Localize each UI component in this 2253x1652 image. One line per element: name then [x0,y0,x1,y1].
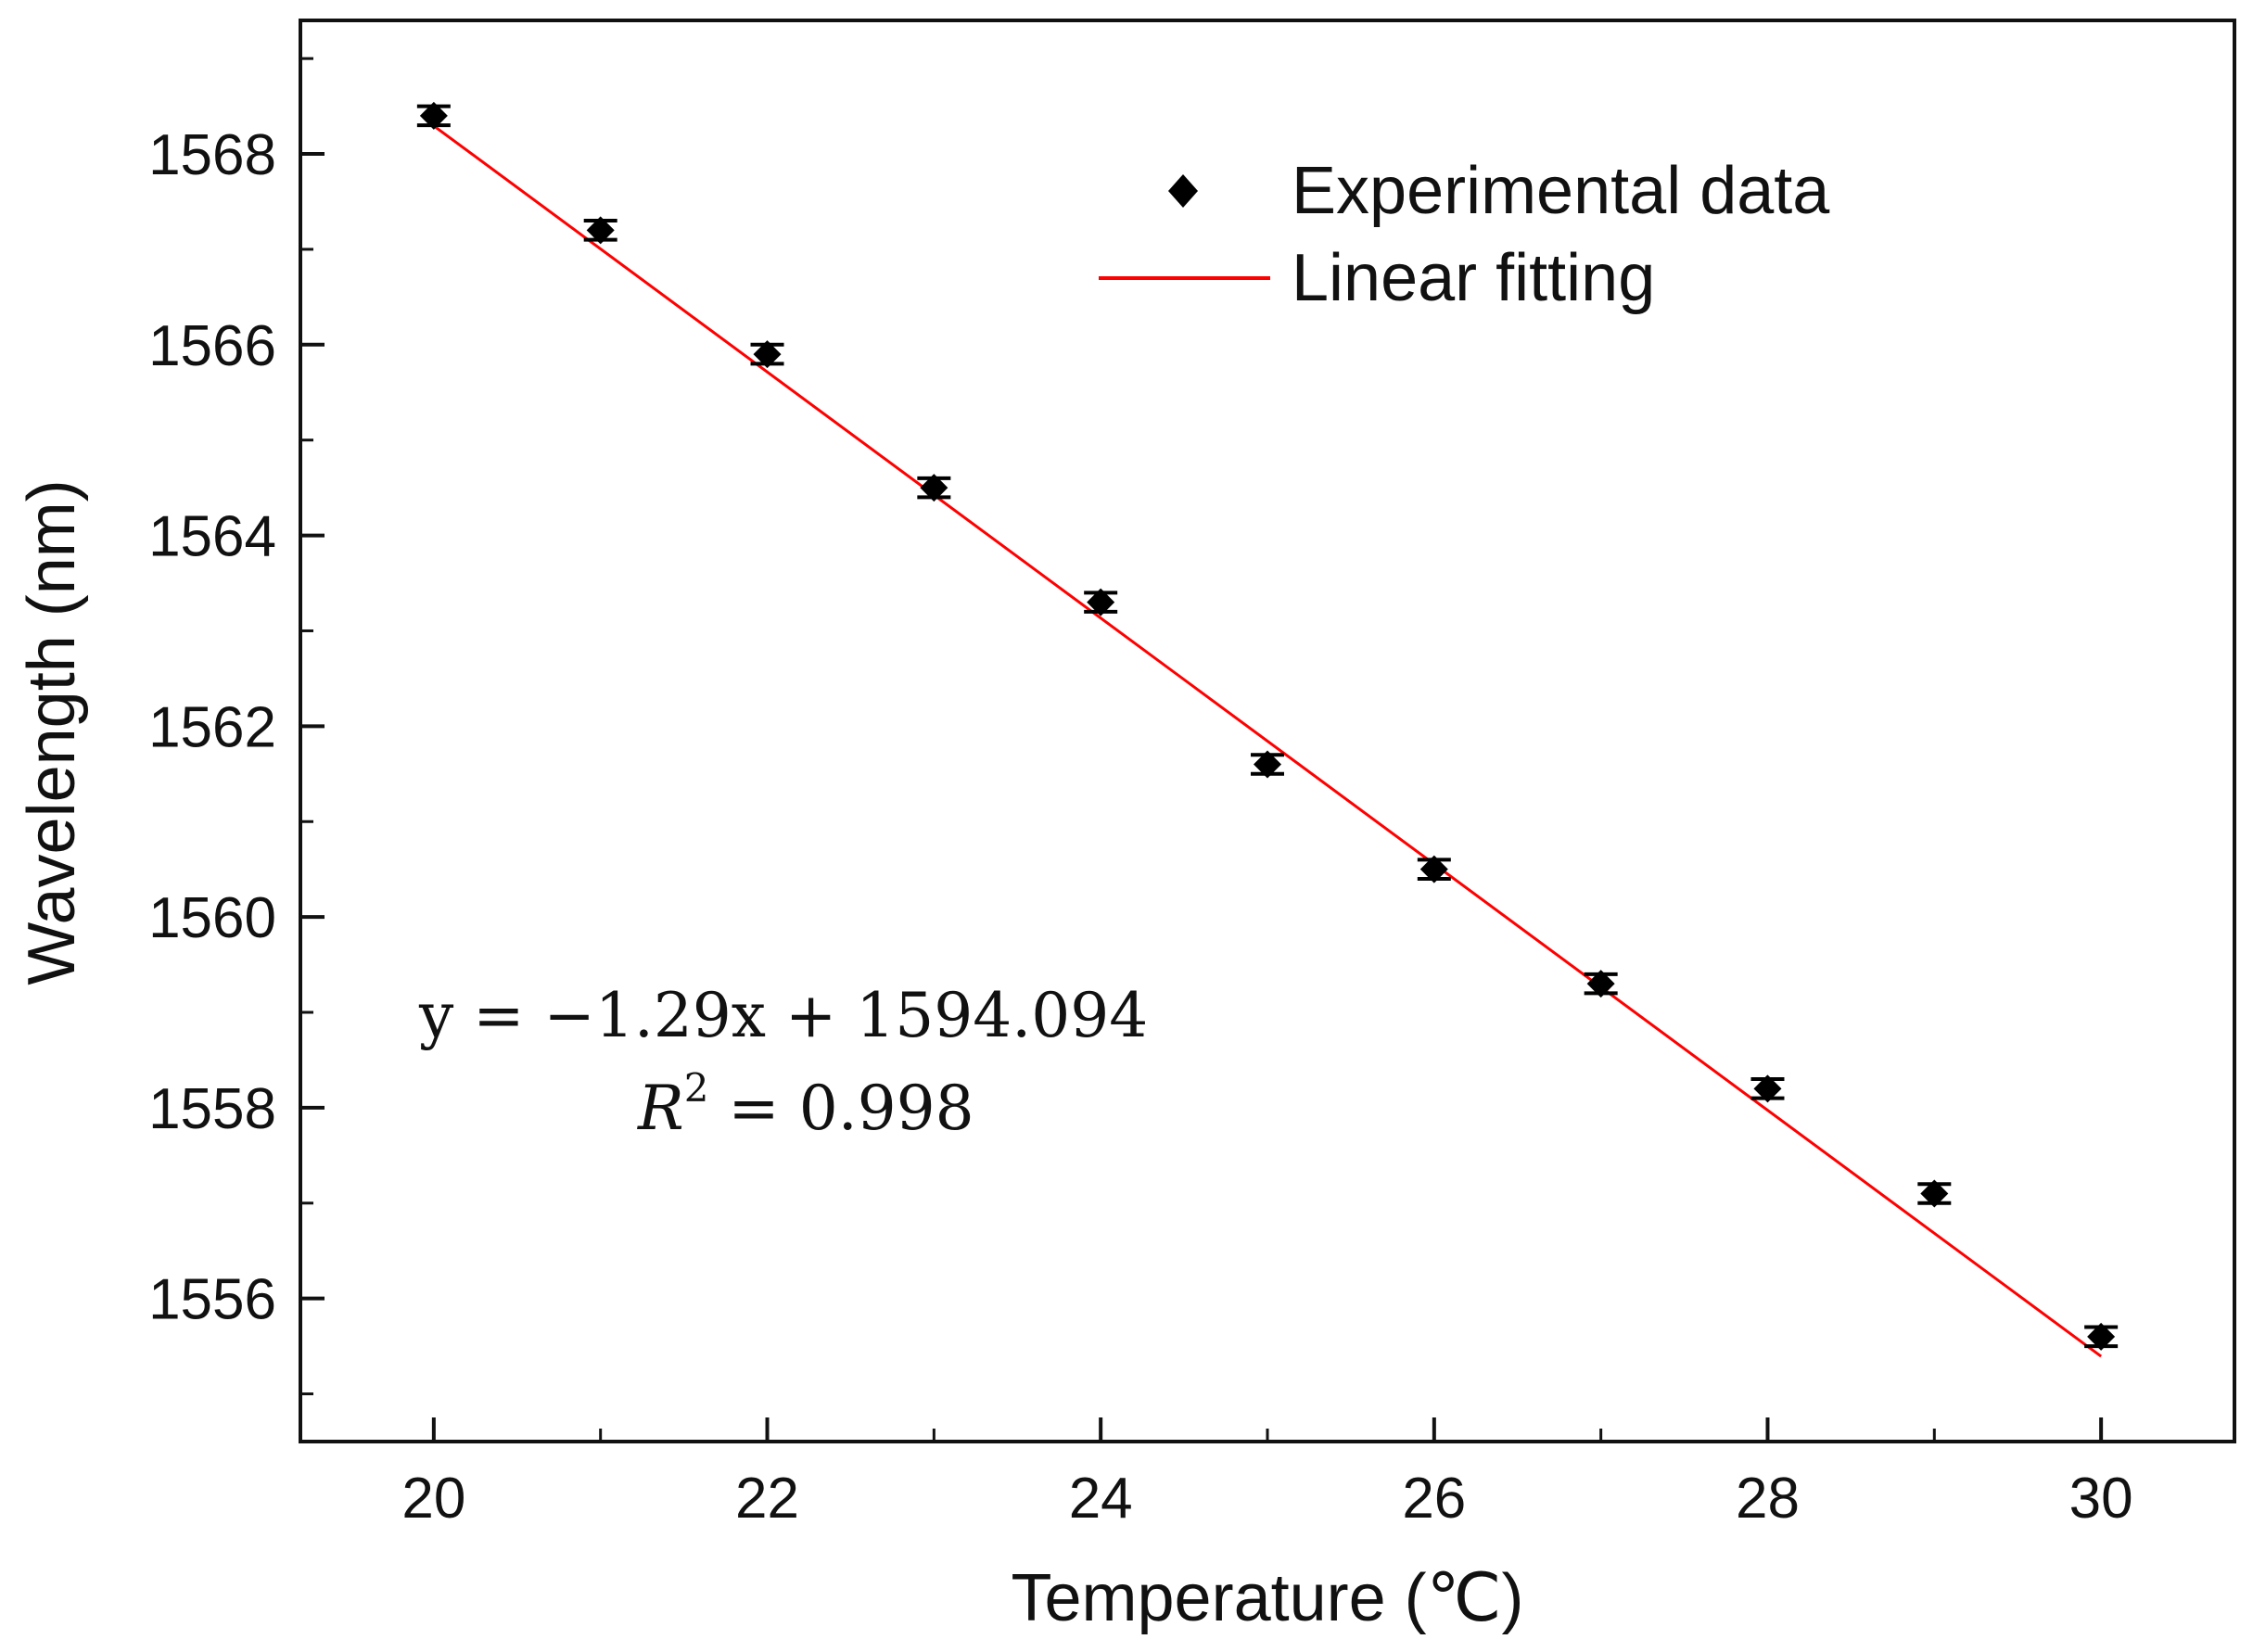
x-tick-label: 24 [1069,1467,1133,1531]
data-points [419,101,2116,1351]
fit-equation: y = −1.29x + 1594.094 R2 = 0.998 [418,980,1148,1144]
fit-line [432,124,2103,1358]
x-tick-label: 28 [1736,1467,1800,1531]
y-tick-label: 1566 [148,314,276,378]
data-point [419,101,448,130]
data-point [1254,750,1281,779]
x-tick-label: 26 [1402,1467,1466,1531]
data-point [1419,855,1448,883]
y-tick-label: 1556 [148,1268,276,1332]
data-point [586,216,615,245]
y-tick-label: 1564 [148,505,276,569]
data-point [1753,1074,1782,1103]
y-tick-label: 1568 [148,123,276,187]
y-axis-ticks: 1556 1558 1560 1562 1564 1566 1568 [148,57,325,1396]
legend-label-fit: Linear fitting [1292,241,1655,315]
data-point [920,474,948,502]
x-axis-title: Temperature (℃) [1011,1561,1523,1635]
y-tick-label: 1558 [148,1077,276,1141]
r-squared-text: R2 = 0.998 [637,1065,974,1144]
y-tick-label: 1562 [148,695,276,759]
data-point [1087,588,1115,616]
r-symbol: R [637,1073,684,1144]
equation-text: y = −1.29x + 1594.094 [418,980,1148,1051]
error-bars [416,104,2119,1349]
data-point [753,340,782,369]
x-tick-label: 30 [2069,1467,2133,1531]
x-tick-label: 20 [401,1467,465,1531]
fit-layer [432,124,2103,1358]
legend: Experimental data Linear fitting [1099,154,1830,315]
data-point [1920,1179,1949,1208]
r-squared-value: = 0.998 [708,1073,974,1144]
data-point [1586,970,1615,998]
data-point [2087,1322,2116,1351]
y-axis-title: Wavelength (nm) [15,479,89,985]
x-axis-ticks: 20 22 24 26 28 30 [401,1417,2133,1531]
y-tick-label: 1560 [148,886,276,950]
r-exponent: 2 [684,1065,709,1111]
x-tick-label: 22 [735,1467,799,1531]
legend-label-experimental: Experimental data [1292,154,1830,228]
legend-marker-diamond [1168,174,1198,208]
